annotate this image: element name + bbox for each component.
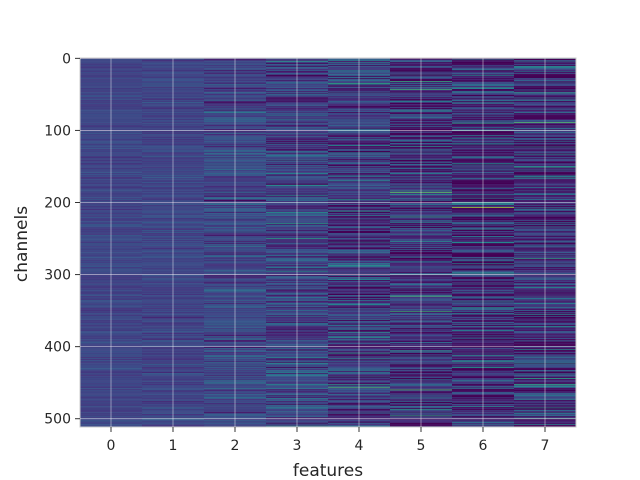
x-tick-label: 6	[479, 438, 488, 454]
x-tick-label: 4	[355, 438, 364, 454]
y-axis: 0 100 200 300 400 500	[44, 51, 80, 428]
y-tick-label: 300	[44, 268, 71, 284]
x-tick-label: 1	[169, 438, 178, 454]
plot-frame	[79, 57, 577, 428]
x-axis: 0 1 2 3 4 5 6 7	[107, 427, 550, 454]
x-axis-label: features	[293, 461, 363, 480]
x-tick-label: 2	[231, 438, 240, 454]
y-tick-label: 100	[44, 123, 71, 139]
x-tick-label: 5	[417, 438, 426, 454]
y-tick-label: 0	[62, 51, 71, 67]
grid-lines	[80, 57, 576, 427]
x-tick-label: 0	[107, 438, 116, 454]
heatmap-cells	[80, 58, 577, 428]
y-tick-label: 500	[44, 412, 71, 428]
y-tick-label: 400	[44, 340, 71, 356]
y-axis-label: channels	[12, 206, 32, 282]
x-tick-label: 7	[541, 438, 550, 454]
y-tick-label: 200	[44, 196, 71, 212]
x-tick-label: 3	[293, 438, 302, 454]
